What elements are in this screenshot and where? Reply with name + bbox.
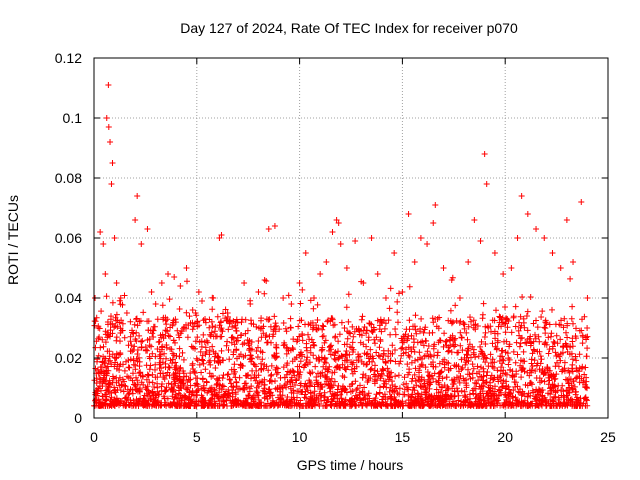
y-tick-label: 0.02 (55, 350, 82, 366)
axis-ticks: 0 5 10 15 20 25 0 0.02 0.04 0.06 0.08 0.1 0.12 (55, 50, 616, 445)
data-point (288, 301, 295, 307)
data-point (271, 223, 278, 229)
data-point (368, 235, 375, 241)
data-points (91, 82, 591, 409)
data-point (563, 217, 570, 223)
data-point (456, 295, 463, 301)
data-point (132, 217, 139, 223)
data-point (100, 241, 107, 247)
data-point (477, 238, 484, 244)
data-point (411, 259, 418, 265)
data-point (108, 181, 115, 187)
data-point (265, 226, 272, 232)
y-axis-label: ROTI / TECUs (5, 195, 21, 285)
data-point (430, 220, 437, 226)
data-point (218, 232, 225, 238)
data-point (343, 265, 350, 271)
data-point (541, 235, 548, 241)
data-point (158, 280, 165, 286)
data-point (417, 235, 424, 241)
chart-title: Day 127 of 2024, Rate Of TEC Index for r… (180, 20, 518, 36)
y-tick-label: 0 (74, 410, 82, 426)
data-point (138, 241, 145, 247)
y-tick-label: 0.1 (63, 110, 83, 126)
data-point (113, 280, 120, 286)
data-point (391, 250, 398, 256)
data-point (97, 229, 104, 235)
data-point (134, 193, 141, 199)
data-point (337, 241, 344, 247)
data-point (102, 271, 109, 277)
data-point (570, 259, 577, 265)
data-point (144, 226, 151, 232)
y-tick-label: 0.12 (55, 50, 82, 66)
data-point (109, 160, 116, 166)
data-point (183, 265, 190, 271)
data-point (483, 181, 490, 187)
x-tick-label: 0 (90, 429, 98, 445)
data-point (399, 289, 406, 295)
data-point (382, 295, 389, 301)
data-point (105, 82, 112, 88)
data-point (508, 265, 515, 271)
data-point (152, 301, 159, 307)
data-point (549, 250, 556, 256)
data-point (578, 199, 585, 205)
data-point (374, 271, 381, 277)
data-point (296, 280, 303, 286)
data-point (165, 271, 172, 277)
data-point (405, 211, 412, 217)
dense-point-band (91, 274, 591, 409)
data-point (189, 307, 196, 313)
data-point (280, 295, 287, 301)
data-point (310, 295, 317, 301)
x-tick-label: 20 (497, 429, 513, 445)
data-point (123, 310, 130, 316)
data-point (323, 259, 330, 265)
data-point (432, 202, 439, 208)
data-point (440, 265, 447, 271)
data-point (584, 295, 591, 301)
x-axis-label: GPS time / hours (297, 457, 404, 473)
y-tick-label: 0.08 (55, 170, 82, 186)
data-point (557, 265, 564, 271)
x-tick-label: 15 (395, 429, 411, 445)
x-tick-label: 5 (193, 429, 201, 445)
data-point (103, 115, 110, 121)
data-point (302, 250, 309, 256)
data-point (241, 280, 248, 286)
data-point (514, 235, 521, 241)
data-point (107, 139, 114, 145)
data-point (329, 229, 336, 235)
data-point (335, 220, 342, 226)
series-roti (92, 82, 591, 331)
data-point (465, 259, 472, 265)
data-point (171, 274, 178, 280)
data-point (111, 235, 118, 241)
x-tick-label: 25 (600, 429, 616, 445)
data-point (317, 271, 324, 277)
dense-points-path (91, 274, 591, 409)
y-tick-label: 0.04 (55, 290, 82, 306)
data-point (148, 289, 155, 295)
data-point (500, 271, 507, 277)
data-point (471, 217, 478, 223)
data-point (518, 193, 525, 199)
data-point (533, 226, 540, 232)
data-point (177, 283, 184, 289)
data-point (195, 289, 202, 295)
data-point (524, 211, 531, 217)
data-point (255, 289, 262, 295)
data-point (424, 241, 431, 247)
data-point (105, 124, 112, 130)
y-tick-label: 0.06 (55, 230, 82, 246)
data-point (117, 295, 124, 301)
x-tick-label: 10 (292, 429, 308, 445)
data-point (481, 151, 488, 157)
data-point (352, 238, 359, 244)
data-point (491, 250, 498, 256)
